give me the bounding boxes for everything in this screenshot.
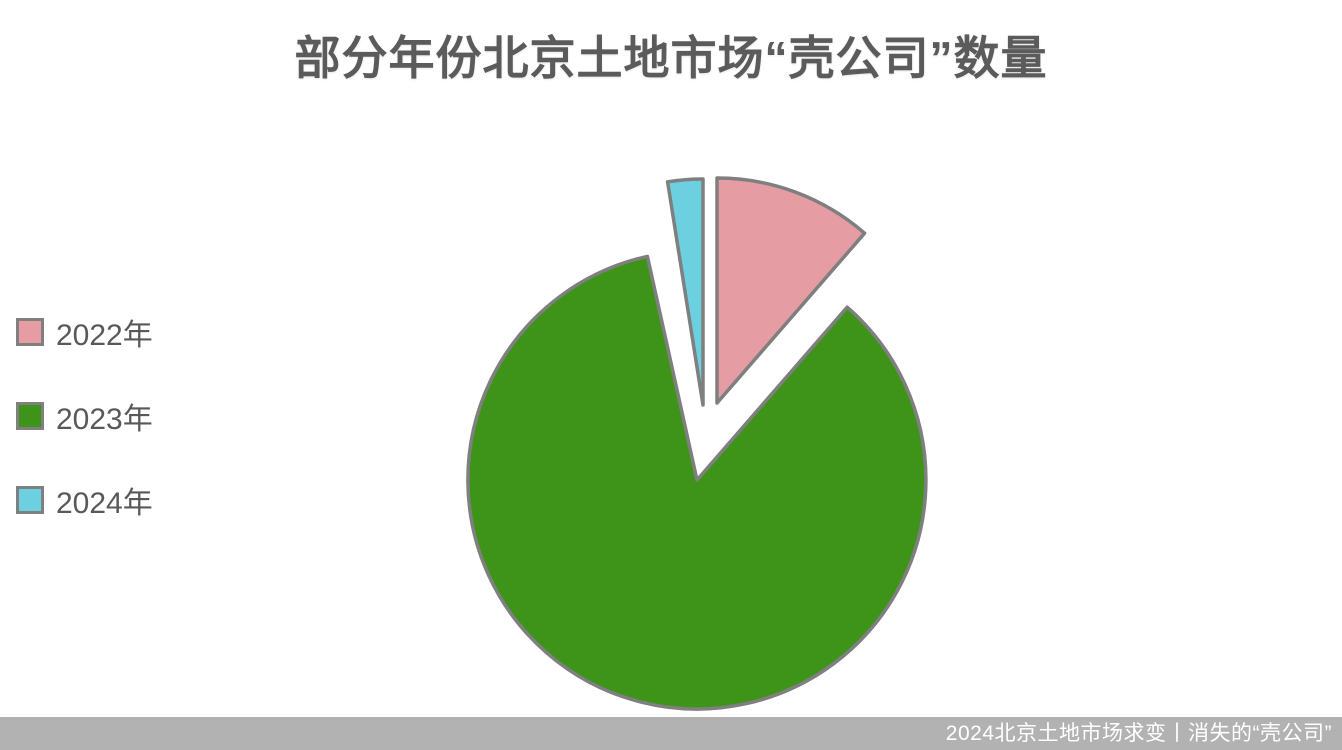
legend-swatch-2023 (16, 402, 44, 430)
legend-label-2022: 2022年 (56, 319, 153, 352)
legend: 2022年 2023年 2024年 (16, 311, 153, 521)
pie-slice-2024年 (665, 177, 705, 407)
legend-swatch-2022 (16, 318, 44, 346)
legend-label-2023: 2023年 (56, 403, 153, 436)
legend-swatch-2024 (16, 486, 44, 514)
chart-title: 部分年份北京土地市场“壳公司”数量 (294, 32, 1048, 84)
legend-item-2023: 2023年 (16, 395, 153, 437)
legend-item-2022: 2022年 (16, 311, 153, 353)
pie-slice-2022年 (715, 176, 867, 405)
legend-label-2024: 2024年 (56, 487, 153, 520)
footer-caption-bar: 2024北京土地市场求变丨消失的“壳公司” (0, 717, 1342, 750)
pie-slice-2023年 (466, 254, 928, 711)
legend-item-2024: 2024年 (16, 479, 153, 521)
pie-slices (466, 176, 928, 711)
